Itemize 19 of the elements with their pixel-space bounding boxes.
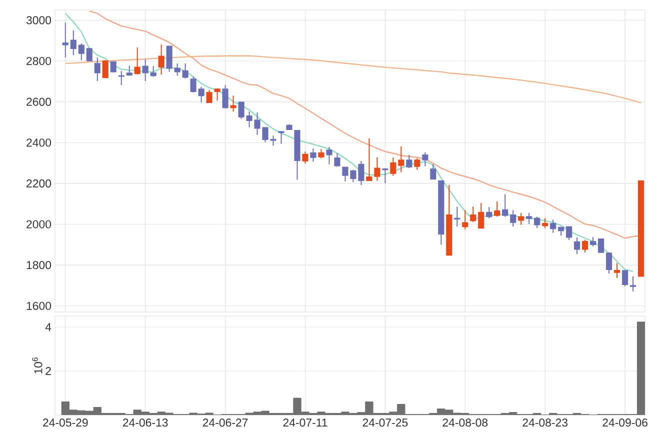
y-tick-label: 2400: [26, 138, 52, 147]
x-tick-label: 24-08-08: [442, 418, 488, 427]
y-tick-label: 4: [45, 323, 52, 331]
x-tick-label: 24-08-23: [522, 418, 568, 427]
y-tick-label: 2800: [26, 56, 52, 66]
x-tick-label: 24-06-27: [202, 418, 248, 427]
y-tick-label: 1600: [26, 302, 52, 310]
x-tick-label: 24-07-11: [283, 418, 328, 427]
y-tick-label: 2600: [26, 98, 52, 106]
y-tick-label: 2: [46, 367, 51, 375]
y-tick-label: 2200: [26, 179, 52, 188]
x-tick-label: 24-09-06: [602, 418, 648, 427]
y-tick-label: 1800: [26, 261, 52, 270]
y-tick-label: 2000: [26, 220, 52, 228]
y-axis-title: 10$^{6}$: [32, 358, 42, 374]
x-tick-label: 24-05-29: [43, 418, 88, 427]
y-tick-label: 3000: [26, 16, 52, 24]
x-tick-label: 24-06-13: [122, 418, 168, 427]
x-tick-label: 24-07-25: [362, 418, 408, 427]
